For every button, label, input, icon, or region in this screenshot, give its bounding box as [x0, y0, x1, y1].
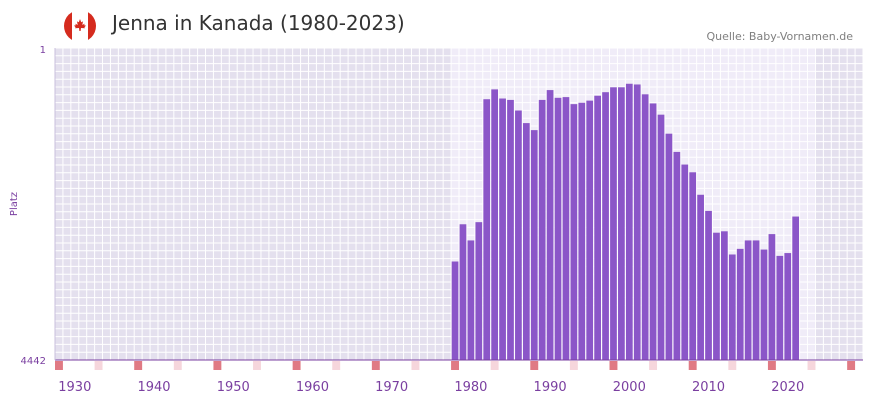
bar — [467, 240, 475, 360]
decade-marker-light — [728, 361, 737, 370]
bar — [633, 84, 641, 360]
decade-marker-light — [253, 361, 261, 370]
bar — [625, 83, 633, 360]
bar — [499, 98, 506, 361]
plot-grid — [54, 47, 864, 361]
bar — [649, 103, 657, 360]
source-credit: Quelle: Baby-Vornamen.de — [706, 30, 853, 43]
axes — [54, 48, 863, 361]
bar — [776, 255, 784, 360]
bar — [578, 102, 586, 361]
decade-marker — [451, 361, 459, 370]
bar-series — [451, 83, 800, 361]
decade-marker-light — [332, 361, 341, 370]
bar — [586, 100, 594, 361]
bar — [784, 253, 792, 360]
decade-marker — [767, 361, 776, 370]
y-axis-label: Platz — [9, 192, 20, 216]
decade-markers — [55, 361, 856, 370]
tick-labels: 1930 1940 1950 1960 1970 1980 1990 2000 2010 2020… — [9, 45, 804, 395]
bar — [491, 89, 499, 360]
x-tick-label: 2000 — [613, 380, 646, 395]
decade-marker — [530, 361, 539, 370]
decade-marker-light — [94, 361, 103, 370]
bar — [554, 97, 562, 361]
bar — [657, 114, 665, 360]
bar — [475, 222, 483, 360]
x-tick-label: 1990 — [534, 380, 567, 395]
decade-marker — [609, 361, 618, 370]
x-tick-label: 1960 — [296, 380, 329, 395]
bar — [594, 95, 601, 361]
bar — [641, 94, 649, 361]
bar — [697, 194, 704, 360]
bar — [530, 130, 538, 360]
decade-marker — [213, 361, 222, 370]
bar — [721, 231, 728, 360]
bar — [570, 104, 578, 360]
decade-marker-light — [411, 361, 420, 370]
decade-marker — [688, 361, 697, 370]
bar — [507, 99, 514, 361]
bar — [752, 240, 760, 360]
bar — [705, 210, 712, 360]
y-tick-label-bottom: 4442 — [21, 356, 46, 367]
bar — [546, 90, 554, 361]
decade-marker-light — [569, 361, 578, 370]
bar — [681, 164, 689, 360]
decade-marker — [371, 361, 380, 370]
bar — [736, 248, 744, 360]
canada-flag-icon — [64, 10, 96, 42]
x-tick-label: 2020 — [771, 380, 804, 395]
x-tick-label: 1930 — [58, 380, 91, 395]
decade-marker — [292, 361, 301, 370]
bar — [728, 254, 736, 360]
decade-marker-light — [649, 361, 658, 370]
bar — [522, 123, 530, 360]
decade-marker-light — [807, 361, 816, 370]
x-tick-label: 1940 — [137, 380, 170, 395]
bar — [744, 240, 752, 360]
bar — [792, 216, 800, 360]
bar — [673, 151, 681, 360]
bar — [459, 224, 467, 360]
x-tick-label: 1970 — [375, 380, 408, 395]
y-tick-label-top: 1 — [40, 45, 46, 56]
bar — [760, 249, 768, 360]
bar — [610, 87, 617, 360]
bar — [713, 232, 720, 360]
bar — [515, 110, 522, 360]
decade-marker — [55, 361, 63, 370]
bar — [618, 87, 625, 360]
bar — [451, 261, 459, 360]
decade-marker-light — [173, 361, 182, 370]
decade-marker — [134, 361, 143, 370]
x-tick-label: 2010 — [692, 380, 725, 395]
bar — [689, 172, 697, 360]
bar — [602, 92, 609, 360]
bar — [768, 234, 776, 360]
bar — [562, 97, 570, 361]
x-tick-label: 1950 — [217, 380, 250, 395]
decade-marker-light — [490, 361, 499, 370]
chart-title: Jenna in Kanada (1980-2023) — [112, 11, 405, 35]
bar — [483, 99, 491, 361]
bar — [538, 99, 546, 361]
decade-marker — [847, 361, 856, 370]
bar — [665, 133, 673, 360]
x-tick-label: 1980 — [454, 380, 487, 395]
